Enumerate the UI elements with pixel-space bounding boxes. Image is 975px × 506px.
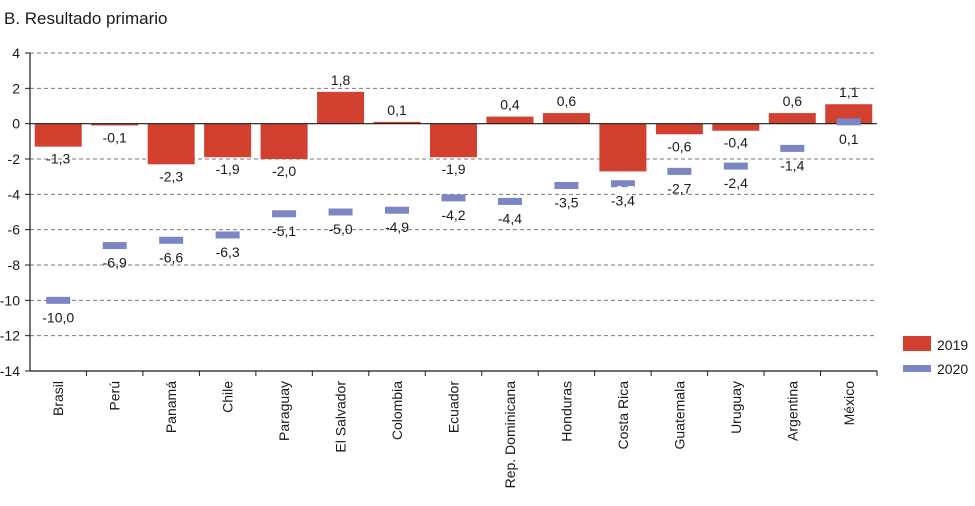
bar-2019 — [599, 123, 647, 172]
x-tick-label: Brasil — [50, 381, 66, 416]
dash-2020 — [497, 197, 522, 205]
bar-2019 — [147, 123, 195, 165]
x-tick-label: Argentina — [784, 381, 800, 441]
x-tick-label: Costa Rica — [615, 381, 631, 450]
y-tick-label: -10 — [0, 292, 20, 308]
dash-2020 — [385, 206, 410, 214]
data-label-2019: -1,3 — [46, 151, 70, 167]
data-label-2020: -5,1 — [272, 223, 296, 239]
bar-2019 — [768, 113, 816, 124]
dash-2020 — [46, 296, 71, 304]
data-label-2020: -3,5 — [554, 195, 578, 211]
bar-2019 — [204, 123, 252, 158]
data-label-2019: 0,6 — [557, 93, 577, 109]
data-label-2020: -2,7 — [667, 180, 691, 196]
y-tick-label: -12 — [0, 328, 20, 344]
dash-2020 — [159, 236, 184, 244]
data-label-2020: -1,4 — [780, 157, 804, 173]
dash-2020 — [441, 194, 466, 202]
data-label-2019: -2,7 — [611, 182, 635, 198]
dash-2020 — [215, 231, 240, 239]
data-label-2020: -3,4 — [611, 193, 635, 209]
y-tick-label: -8 — [8, 257, 21, 273]
data-label-2019: -2,3 — [159, 168, 183, 184]
data-label-2020: 0,1 — [839, 131, 859, 147]
bar-2019 — [34, 123, 82, 147]
data-label-2020: -4,4 — [498, 210, 522, 226]
x-tick-label: Colombia — [389, 381, 405, 440]
data-label-2020: -6,3 — [216, 244, 240, 260]
data-label-2019: -2,0 — [272, 163, 296, 179]
bar-2019 — [542, 113, 590, 124]
y-tick-label: 2 — [12, 80, 20, 96]
y-tick-label: -6 — [8, 222, 21, 238]
data-label-2020: -2,4 — [724, 175, 748, 191]
data-label-2020: -5,0 — [329, 221, 353, 237]
dash-2020 — [554, 182, 579, 189]
legend-swatch-2020 — [903, 365, 931, 372]
data-label-2020: -6,9 — [103, 255, 127, 271]
data-label-2019: -0,4 — [724, 135, 748, 151]
dash-2020 — [780, 144, 805, 152]
x-tick-label: Perú — [107, 381, 123, 411]
x-tick-label: Guatemala — [671, 381, 687, 450]
bar-2019 — [91, 123, 139, 126]
dash-2020 — [328, 208, 353, 216]
x-tick-label: Rep. Dominicana — [502, 381, 518, 489]
bar-2019 — [712, 123, 760, 131]
data-label-2019: 1,8 — [331, 72, 351, 88]
chart-title: B. Resultado primario — [4, 9, 168, 28]
x-tick-label: Uruguay — [728, 381, 744, 434]
x-tick-label: México — [841, 381, 857, 426]
y-tick-label: -2 — [8, 151, 21, 167]
bar-2019 — [655, 123, 703, 135]
data-label-2019: 0,1 — [387, 102, 407, 118]
dash-2020 — [836, 118, 861, 126]
legend-label-2020: 2020 — [937, 361, 968, 377]
bar-2019 — [260, 123, 308, 159]
data-label-2020: -10,0 — [42, 309, 74, 325]
x-tick-label: Panamá — [163, 381, 179, 433]
dash-2020 — [723, 162, 748, 170]
bar-2019 — [373, 121, 421, 124]
x-tick-label: Chile — [220, 381, 236, 413]
x-tick-label: El Salvador — [333, 381, 349, 453]
data-label-2019: -0,6 — [667, 138, 691, 154]
y-tick-label: -14 — [0, 363, 20, 379]
data-label-2019: 0,6 — [783, 93, 803, 109]
dash-2020 — [667, 167, 692, 175]
bar-2019 — [317, 91, 365, 124]
data-label-2019: -1,9 — [216, 161, 240, 177]
data-label-2019: 1,1 — [839, 84, 859, 100]
x-tick-label: Ecuador — [446, 381, 462, 433]
dash-2020 — [102, 242, 127, 250]
y-tick-label: -4 — [8, 186, 21, 202]
data-label-2020: -4,9 — [385, 219, 409, 235]
data-label-2019: 0,4 — [500, 97, 520, 113]
bar-2019 — [430, 123, 477, 158]
legend-label-2019: 2019 — [937, 337, 968, 353]
legend-swatch-2019 — [903, 336, 931, 351]
dash-2020 — [272, 210, 297, 218]
dash-2020 — [610, 180, 635, 188]
data-label-2019: -1,9 — [441, 161, 465, 177]
data-label-2020: -4,2 — [441, 207, 465, 223]
x-tick-label: Honduras — [558, 381, 574, 442]
y-tick-label: 4 — [12, 45, 20, 61]
x-tick-label: Paraguay — [276, 381, 292, 441]
data-label-2019: -0,1 — [103, 129, 127, 145]
y-tick-label: 0 — [12, 116, 20, 132]
bar-2019 — [486, 116, 534, 124]
data-label-2020: -6,6 — [159, 249, 183, 265]
